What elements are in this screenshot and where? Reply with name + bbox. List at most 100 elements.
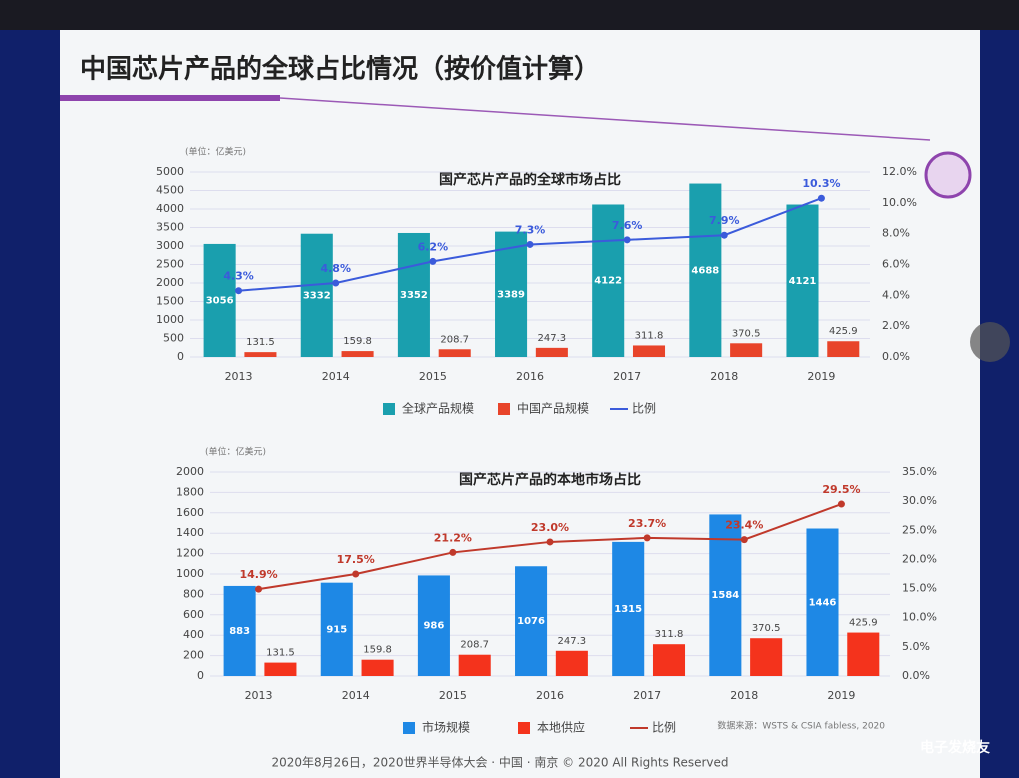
ratio-marker bbox=[643, 534, 651, 542]
bar-label: 370.5 bbox=[732, 328, 761, 339]
y-tick-label: 800 bbox=[183, 587, 204, 600]
bar bbox=[827, 341, 860, 357]
bar-label: 425.9 bbox=[849, 618, 878, 629]
x-tick-label: 2015 bbox=[419, 370, 447, 383]
bar-label: 311.8 bbox=[655, 629, 684, 640]
legend-label: 市场规模 bbox=[422, 720, 470, 735]
bar-label: 3332 bbox=[303, 290, 331, 301]
bar-label: 915 bbox=[326, 624, 347, 635]
bar-label: 4121 bbox=[789, 276, 817, 287]
bar bbox=[341, 351, 374, 357]
y-tick-label: 2000 bbox=[156, 276, 184, 289]
ratio-label: 7.6% bbox=[612, 219, 643, 232]
legend-swatch bbox=[403, 722, 415, 734]
y2-tick-label: 0.0% bbox=[882, 350, 910, 363]
ratio-marker bbox=[255, 585, 263, 593]
bar bbox=[495, 231, 528, 357]
y-tick-label: 2500 bbox=[156, 258, 184, 271]
legend-label: 比例 bbox=[632, 402, 656, 416]
bar bbox=[847, 632, 880, 676]
bar-label: 1076 bbox=[517, 616, 545, 627]
y-tick-label: 200 bbox=[183, 649, 204, 662]
bar bbox=[786, 204, 819, 357]
ratio-marker bbox=[623, 236, 631, 244]
bar bbox=[320, 582, 353, 676]
bar-label: 159.8 bbox=[343, 336, 372, 347]
bar-label: 1315 bbox=[614, 604, 642, 615]
y2-tick-label: 12.0% bbox=[882, 165, 917, 178]
y-tick-label: 0 bbox=[197, 669, 204, 682]
x-tick-label: 2015 bbox=[439, 689, 467, 702]
legend-swatch bbox=[498, 403, 510, 415]
x-tick-label: 2016 bbox=[536, 689, 564, 702]
y-tick-label: 3500 bbox=[156, 221, 184, 234]
x-tick-label: 2014 bbox=[322, 370, 350, 383]
logo bbox=[924, 151, 972, 199]
x-tick-label: 2013 bbox=[245, 689, 273, 702]
title-underline bbox=[60, 95, 280, 101]
bar-label: 247.3 bbox=[558, 636, 587, 647]
watermark: 电子发烧友 bbox=[920, 739, 990, 756]
bar-label: 131.5 bbox=[266, 648, 295, 659]
ratio-label: 10.3% bbox=[802, 177, 840, 190]
bar bbox=[535, 347, 568, 357]
bar-label: 3056 bbox=[206, 295, 234, 306]
next-button[interactable] bbox=[970, 322, 1010, 362]
unit-label: (单位：亿美元) bbox=[205, 446, 266, 458]
ratio-marker bbox=[546, 538, 554, 546]
bar bbox=[203, 243, 236, 357]
source: 数据来源：WSTS & CSIA fabless, 2020 bbox=[717, 720, 885, 732]
ratio-label: 17.5% bbox=[337, 553, 375, 566]
ratio-marker bbox=[429, 257, 437, 265]
x-tick-label: 2018 bbox=[730, 689, 758, 702]
ratio-label: 14.9% bbox=[239, 568, 277, 581]
y2-tick-label: 8.0% bbox=[882, 227, 910, 240]
legend-swatch bbox=[383, 403, 395, 415]
x-tick-label: 2017 bbox=[633, 689, 661, 702]
bar bbox=[806, 528, 839, 676]
bar bbox=[555, 650, 588, 676]
bar-label: 986 bbox=[423, 621, 444, 632]
ratio-label: 29.5% bbox=[822, 483, 860, 496]
bar bbox=[515, 566, 548, 676]
bar-label: 311.8 bbox=[635, 330, 664, 341]
ratio-label: 4.8% bbox=[320, 262, 351, 275]
y-tick-label: 2000 bbox=[176, 465, 204, 478]
y-tick-label: 1200 bbox=[176, 547, 204, 560]
ratio-label: 4.3% bbox=[223, 270, 254, 283]
bar-label: 159.8 bbox=[363, 645, 392, 656]
ratio-label: 23.0% bbox=[531, 521, 569, 534]
y2-tick-label: 20.0% bbox=[902, 552, 937, 565]
y2-tick-label: 4.0% bbox=[882, 288, 910, 301]
legend-label: 中国产品规模 bbox=[517, 401, 589, 416]
y-tick-label: 500 bbox=[163, 332, 184, 345]
bar-label: 1584 bbox=[711, 590, 739, 601]
y2-tick-label: 15.0% bbox=[902, 582, 937, 595]
bar bbox=[361, 659, 394, 676]
legend-label: 全球产品规模 bbox=[402, 401, 474, 416]
bar-label: 208.7 bbox=[460, 640, 489, 651]
bar-label: 1446 bbox=[809, 597, 837, 608]
y2-tick-label: 5.0% bbox=[902, 640, 930, 653]
x-tick-label: 2019 bbox=[807, 370, 835, 383]
bar bbox=[689, 183, 722, 357]
y-tick-label: 600 bbox=[183, 608, 204, 621]
bar-label: 883 bbox=[229, 626, 250, 637]
ratio-marker bbox=[352, 570, 360, 578]
x-tick-label: 2016 bbox=[516, 370, 544, 383]
ratio-marker bbox=[837, 500, 845, 508]
y-tick-label: 1600 bbox=[176, 506, 204, 519]
y-tick-label: 1400 bbox=[176, 526, 204, 539]
bar bbox=[750, 638, 783, 676]
y2-tick-label: 10.0% bbox=[902, 611, 937, 624]
bar bbox=[417, 575, 450, 676]
x-tick-label: 2014 bbox=[342, 689, 370, 702]
bar-label: 3352 bbox=[400, 290, 428, 301]
x-tick-label: 2019 bbox=[827, 689, 855, 702]
y-tick-label: 1000 bbox=[176, 567, 204, 580]
ratio-marker bbox=[817, 194, 825, 202]
ratio-marker bbox=[740, 536, 748, 544]
bar bbox=[223, 585, 256, 676]
